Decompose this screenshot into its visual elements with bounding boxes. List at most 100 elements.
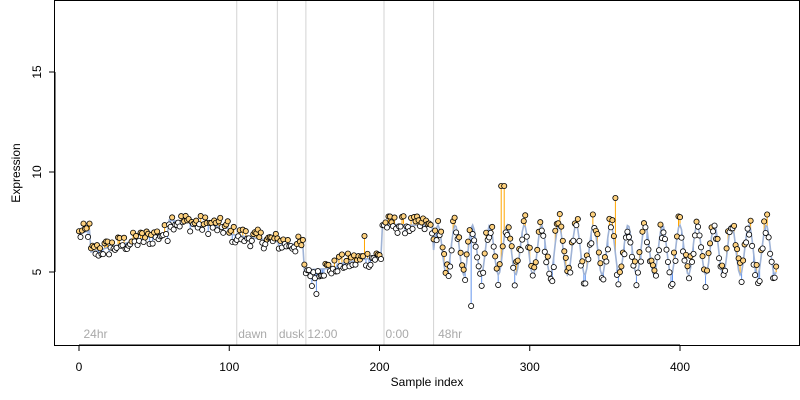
data-point [767, 250, 774, 257]
data-point [475, 263, 482, 270]
data-point [217, 214, 224, 221]
data-point [696, 232, 703, 239]
data-point [247, 243, 254, 250]
data-point [689, 258, 696, 265]
data-point [523, 233, 530, 240]
annotation-label: 24hr [84, 327, 108, 341]
data-point [595, 249, 602, 256]
data-point [490, 243, 497, 250]
data-point [163, 231, 170, 238]
data-point [705, 250, 712, 257]
data-point [698, 244, 705, 251]
data-point [522, 212, 529, 219]
data-point [517, 247, 524, 254]
data-point [633, 282, 640, 289]
data-point [421, 226, 428, 233]
x-tick-label: 200 [369, 360, 389, 374]
data-point [453, 229, 460, 236]
data-point [594, 231, 601, 238]
data-point [762, 229, 769, 236]
data-points [76, 182, 780, 309]
data-point [164, 237, 171, 244]
data-point [746, 231, 753, 238]
data-point [660, 229, 667, 236]
data-point [664, 258, 671, 265]
data-point [438, 228, 445, 235]
data-point [643, 239, 650, 246]
data-point [567, 269, 574, 276]
data-point [764, 211, 771, 218]
data-point [474, 254, 481, 261]
data-point [448, 247, 455, 254]
data-point [752, 272, 759, 279]
data-point [603, 258, 610, 265]
data-point [743, 239, 750, 246]
data-point [652, 272, 659, 279]
data-point [561, 248, 568, 255]
data-point [695, 223, 702, 230]
data-point [301, 261, 308, 268]
data-point [299, 236, 306, 243]
data-point [435, 217, 442, 224]
data-point [480, 269, 487, 276]
data-point [501, 182, 508, 189]
data-point [468, 302, 475, 309]
data-point [508, 243, 515, 250]
data-point [119, 242, 126, 249]
data-point [574, 216, 581, 223]
data-point [570, 237, 577, 244]
data-point [529, 272, 536, 279]
data-point [686, 275, 693, 282]
data-point [230, 223, 237, 230]
data-point [472, 243, 479, 250]
data-point [409, 225, 416, 232]
data-point [744, 225, 751, 232]
data-point [343, 257, 350, 264]
data-point [532, 259, 539, 266]
data-point [331, 257, 338, 264]
data-point [359, 253, 366, 260]
data-point [313, 290, 320, 297]
data-point [734, 246, 741, 253]
data-point [382, 219, 389, 226]
data-point [469, 231, 476, 238]
annotation-label: dawn [238, 327, 267, 341]
data-point [298, 242, 305, 249]
data-point [149, 240, 156, 247]
data-point [242, 228, 249, 235]
data-point [534, 246, 541, 253]
data-point [445, 273, 452, 280]
data-point [654, 254, 661, 261]
data-point [761, 218, 768, 225]
data-point [621, 251, 628, 258]
data-point [308, 282, 315, 289]
data-point [433, 237, 440, 244]
data-point [714, 235, 721, 242]
data-point [109, 239, 116, 246]
data-point [507, 235, 514, 242]
data-point [628, 253, 635, 260]
data-point [663, 246, 670, 253]
x-tick-label: 300 [520, 360, 540, 374]
x-tick-label: 100 [219, 360, 239, 374]
data-point [489, 223, 496, 230]
data-point [492, 253, 499, 260]
data-point [427, 221, 434, 228]
data-point [636, 249, 643, 256]
data-point [707, 240, 714, 247]
data-point [531, 264, 538, 271]
data-point [499, 243, 506, 250]
annotation-label: dusk [279, 327, 305, 341]
data-point [205, 230, 212, 237]
data-point [585, 256, 592, 263]
data-point [220, 229, 227, 236]
annotation-labels: 24hr dawn dusk 12:00 0:00 48hr [84, 327, 463, 341]
y-tick-label: 5 [30, 268, 44, 275]
data-point [85, 233, 92, 240]
data-point [463, 251, 470, 258]
data-point [543, 259, 550, 266]
data-point [364, 250, 371, 257]
data-point [496, 261, 503, 268]
data-point [753, 261, 760, 268]
